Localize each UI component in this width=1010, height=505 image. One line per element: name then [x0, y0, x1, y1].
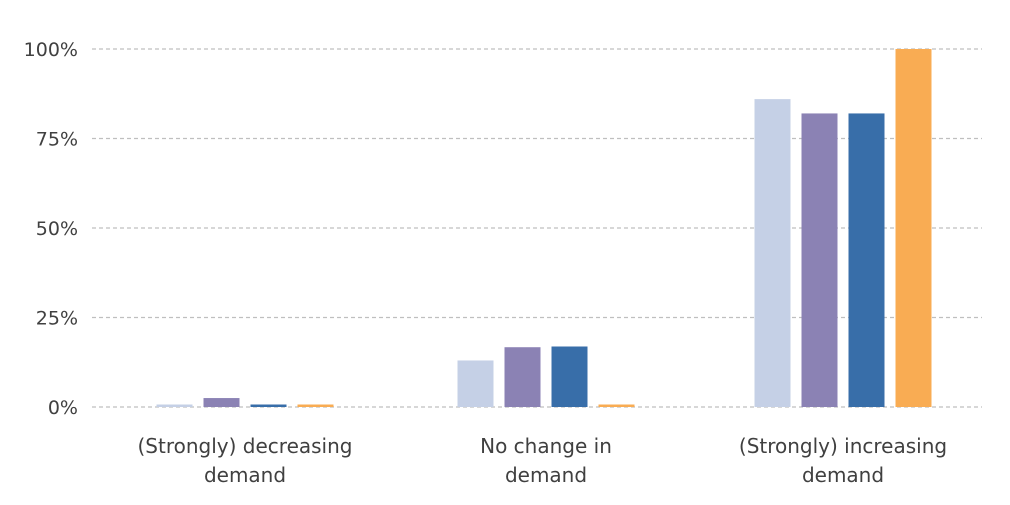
x-axis-categories: (Strongly) decreasing demand No change in d…	[138, 434, 948, 487]
x-category-label: (Strongly) decreasing	[138, 434, 353, 458]
bar	[297, 404, 334, 407]
bar	[848, 113, 885, 407]
y-tick-label: 100%	[24, 39, 78, 61]
bar	[203, 398, 240, 407]
x-category-label: demand	[204, 463, 286, 487]
y-tick-label: 75%	[36, 129, 78, 151]
y-tick-label: 25%	[36, 308, 78, 330]
x-category-label: demand	[802, 463, 884, 487]
x-category-label: No change in	[480, 434, 612, 458]
y-tick-label: 0%	[48, 397, 78, 419]
y-axis-ticks: 0% 25% 50% 75% 100%	[24, 39, 78, 419]
bar	[895, 49, 932, 407]
bar	[156, 404, 193, 407]
bar	[801, 113, 838, 407]
y-tick-label: 50%	[36, 218, 78, 240]
bar	[598, 404, 635, 407]
bar	[551, 346, 588, 407]
x-category-label: (Strongly) increasing	[739, 434, 947, 458]
bar	[250, 404, 287, 407]
bar	[504, 347, 541, 407]
bar	[457, 360, 494, 407]
x-category-label: demand	[505, 463, 587, 487]
bar	[754, 99, 791, 408]
bars	[156, 49, 932, 408]
